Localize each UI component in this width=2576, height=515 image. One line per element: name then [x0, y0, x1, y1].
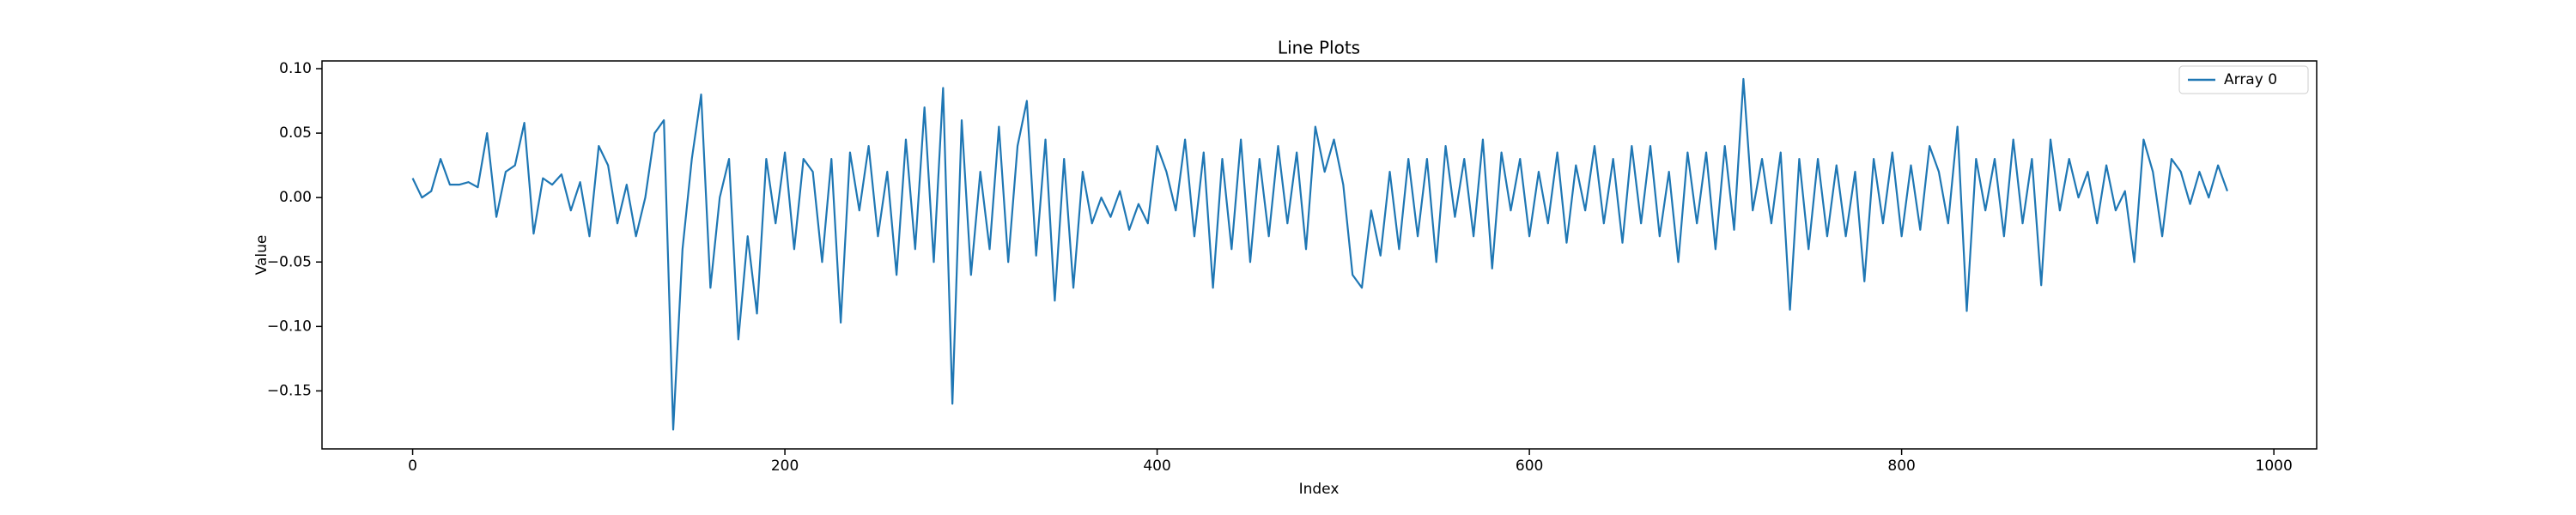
x-tick-label: 200 — [771, 457, 799, 475]
x-tick-label: 400 — [1143, 457, 1170, 475]
y-tick-label: −0.10 — [267, 318, 312, 335]
line-series — [411, 77, 2228, 431]
plot-frame — [321, 60, 2318, 450]
x-tick-label: 1000 — [2256, 457, 2293, 475]
y-tick-label: −0.15 — [267, 382, 312, 399]
x-tick-label: 600 — [1516, 457, 1543, 475]
y-tick-label: 0.05 — [279, 124, 312, 142]
y-tick-label: 0.10 — [279, 60, 312, 77]
legend-box — [2178, 65, 2309, 94]
y-tick-label: 0.00 — [279, 189, 312, 206]
legend-label: Array 0 — [2224, 71, 2277, 88]
x-axis-label: Index — [1299, 481, 1340, 498]
y-axis-label: Value — [253, 235, 270, 276]
x-tick-label: 800 — [1887, 457, 1915, 475]
x-tick-label: 0 — [408, 457, 417, 475]
chart-title: Line Plots — [1278, 38, 1360, 58]
y-tick-label: −0.05 — [267, 253, 312, 270]
